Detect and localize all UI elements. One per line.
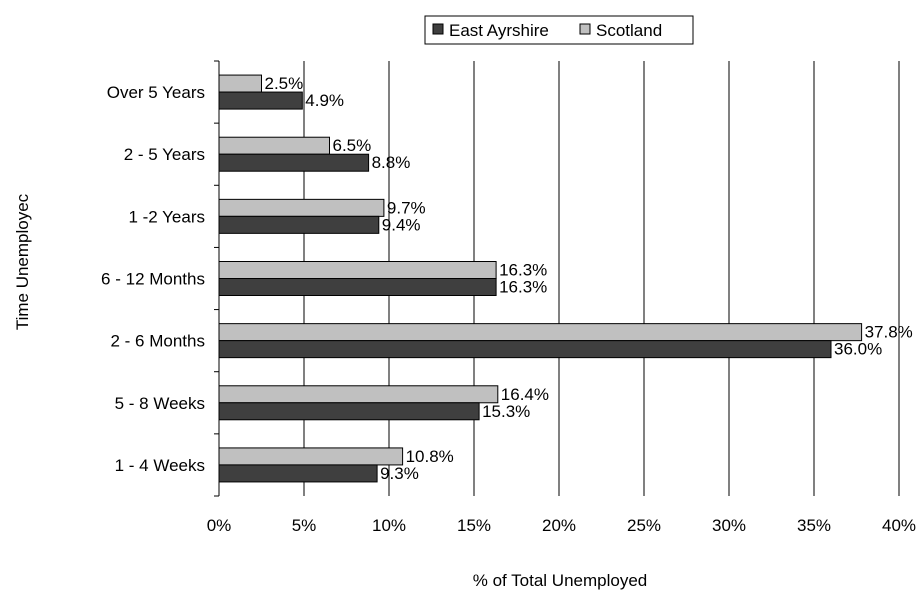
bar-scotland (218, 136, 330, 155)
legend: East Ayrshire Scotland (424, 15, 694, 45)
x-tick-label: 10% (372, 516, 406, 535)
data-label-east-ayrshire: 36.0% (834, 340, 882, 359)
bar-east-ayrshire (218, 402, 480, 421)
x-tick-label: 30% (712, 516, 746, 535)
data-label-scotland: 10.8% (406, 447, 454, 466)
x-tick-label: 5% (292, 516, 317, 535)
bar-east-ayrshire (218, 464, 378, 483)
bar-scotland (218, 323, 863, 342)
x-tick-label: 40% (882, 516, 916, 535)
bar-east-ayrshire (218, 91, 303, 110)
x-tick-label: 0% (207, 516, 232, 535)
x-tick-label: 25% (627, 516, 661, 535)
category-label: Over 5 Years (107, 83, 205, 102)
legend-swatch-east-ayrshire (432, 23, 444, 35)
data-label-scotland: 6.5% (333, 136, 372, 155)
x-tick-label: 15% (457, 516, 491, 535)
x-tick-label: 35% (797, 516, 831, 535)
bar-scotland (218, 261, 497, 279)
x-axis-title: % of Total Unemployed (473, 571, 648, 590)
data-label-east-ayrshire: 15.3% (482, 402, 530, 421)
data-label-east-ayrshire: 9.3% (380, 464, 419, 483)
data-label-east-ayrshire: 16.3% (499, 278, 547, 297)
legend-box (424, 15, 694, 45)
bar-east-ayrshire (218, 215, 380, 234)
bar-east-ayrshire (218, 340, 832, 359)
x-tick-label: 20% (542, 516, 576, 535)
bar-east-ayrshire (218, 153, 370, 172)
legend-label-scotland: Scotland (596, 21, 662, 40)
legend-swatch-scotland (579, 23, 591, 35)
bar-scotland (218, 447, 404, 466)
data-label-east-ayrshire: 4.9% (305, 91, 344, 110)
labels: 0% 5% 10% 15% 20% 25% 30% 35% 40% Over 5 Years 2.5… (101, 74, 916, 535)
bar-scotland (218, 74, 262, 93)
category-label: 1 -2 Years (128, 207, 205, 226)
category-label: 1 - 4 Weeks (115, 456, 205, 475)
bar-scotland (218, 198, 385, 217)
category-label: 5 - 8 Weeks (115, 394, 205, 413)
bar-scotland (218, 385, 499, 404)
data-label-scotland: 16.3% (499, 261, 547, 280)
bar-east-ayrshire (218, 278, 497, 296)
data-label-scotland: 37.8% (865, 323, 913, 342)
data-label-scotland: 2.5% (265, 74, 304, 93)
data-label-scotland: 9.7% (387, 198, 426, 217)
legend-label-east-ayrshire: East Ayrshire (449, 21, 549, 40)
category-label: 2 - 5 Years (124, 145, 205, 164)
data-label-east-ayrshire: 9.4% (382, 215, 421, 234)
data-label-east-ayrshire: 8.8% (372, 153, 411, 172)
data-label-scotland: 16.4% (501, 385, 549, 404)
axes (214, 60, 220, 497)
category-label: 2 - 6 Months (111, 332, 206, 351)
bars (218, 74, 863, 483)
category-label: 6 - 12 Months (101, 270, 205, 289)
y-axis-title: Time Unemployec (13, 193, 32, 330)
